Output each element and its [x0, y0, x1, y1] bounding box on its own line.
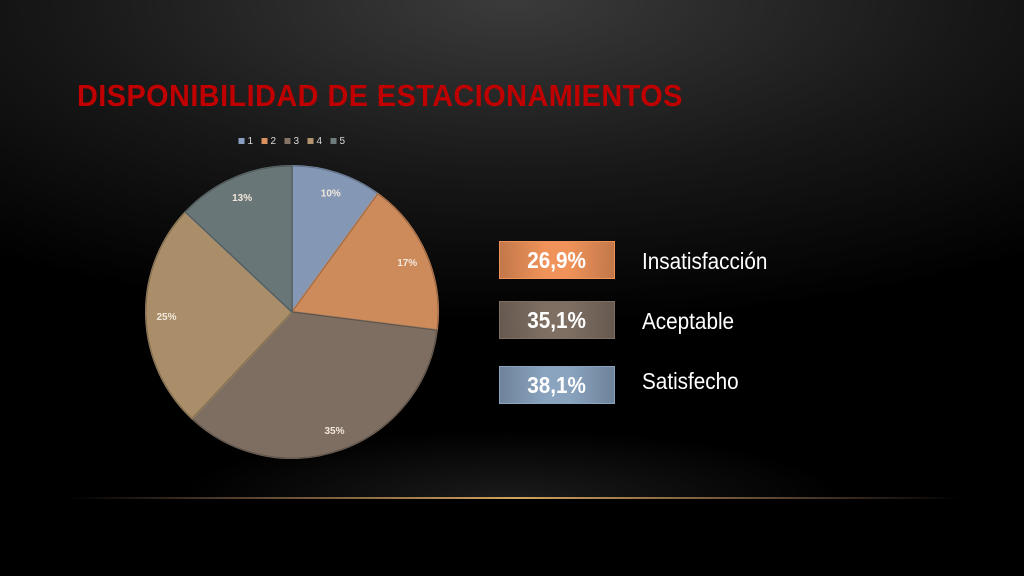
pie-slice-edge-2	[291, 193, 439, 331]
kpi-satisfecho-label: Satisfecho	[642, 368, 739, 394]
kpi-aceptable-label: Aceptable	[642, 308, 735, 334]
pie-data-label-5: 13%	[232, 193, 252, 204]
slide-title: DISPONIBILIDAD DE ESTACIONAMIENTOS	[77, 78, 683, 113]
pie-slice-4	[145, 211, 293, 420]
kpi-aceptable-value: 35,1%	[499, 301, 615, 339]
pie-data-label-2: 17%	[397, 258, 417, 269]
legend-swatch-5	[330, 138, 337, 144]
legend-label-5: 5	[340, 136, 346, 147]
legend-swatch-3	[284, 138, 291, 144]
legend-swatch-2	[261, 138, 268, 144]
kpi-insatisfaccion-label: Insatisfacción	[642, 248, 768, 274]
pie-slice-edge-4	[145, 211, 293, 420]
pie-slice-2	[291, 192, 439, 332]
kpi-insatisfaccion-value: 26,9%	[499, 241, 615, 279]
legend-label-1: 1	[248, 136, 254, 147]
floor-glow-line	[70, 497, 960, 499]
pie-slice-edge-5	[184, 165, 293, 314]
legend-label-3: 3	[294, 136, 300, 147]
pie-slice-edge-3	[191, 311, 438, 459]
pie-slice-1	[291, 165, 379, 313]
pie-data-label-3: 35%	[324, 426, 344, 437]
legend-swatch-4	[307, 138, 314, 144]
legend-label-4: 4	[317, 136, 323, 147]
pie-data-label-4: 25%	[156, 312, 176, 323]
pie-slice-edge-1	[291, 165, 379, 314]
kpi-satisfecho-value: 38,1%	[499, 366, 615, 404]
pie-slice-5	[184, 165, 293, 313]
pie-slice-3	[191, 311, 438, 459]
pie-data-label-1: 10%	[321, 189, 341, 200]
legend-swatch-1	[238, 138, 245, 144]
legend-label-2: 2	[271, 136, 277, 147]
